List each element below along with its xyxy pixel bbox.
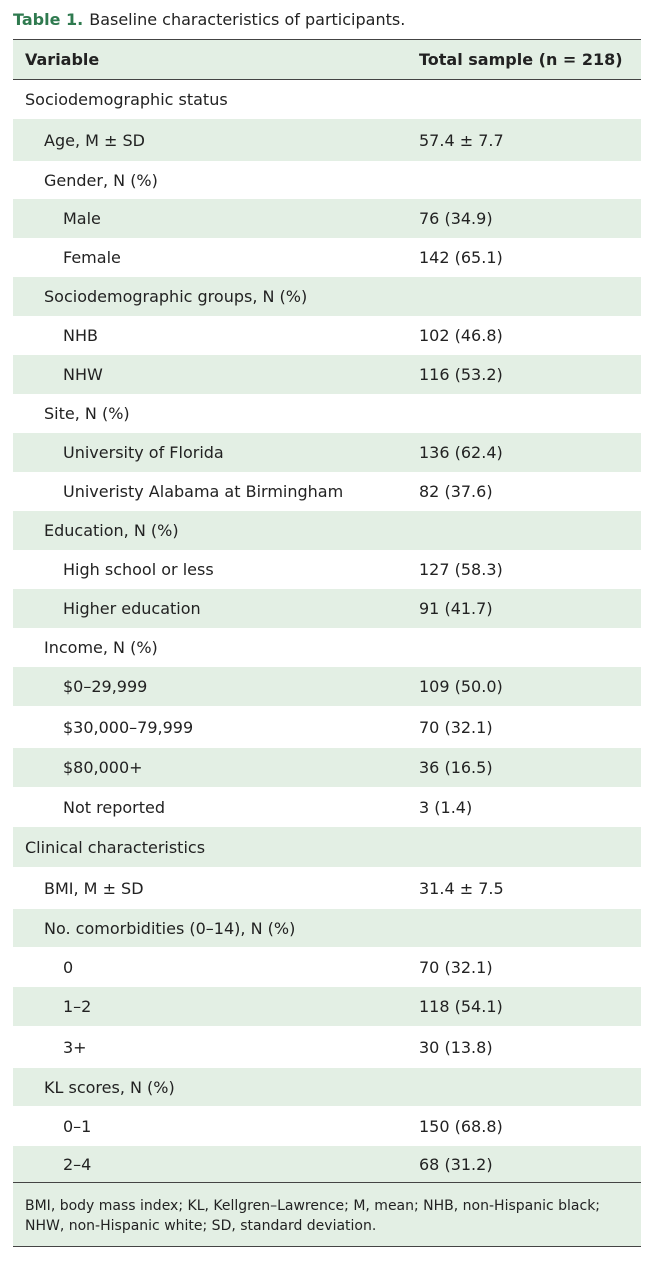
row-total-value: 70 (32.1) [419, 717, 493, 737]
table-row: $0–29,999 109 (50.0) [13, 667, 641, 706]
row-variable-label: 0 [63, 957, 74, 977]
row-total-value: 70 (32.1) [419, 957, 493, 977]
row-total-value: 31.4 ± 7.5 [419, 878, 504, 898]
row-variable-label: Age, M ± SD [44, 130, 145, 150]
row-total-value: 116 (53.2) [419, 365, 503, 384]
table-caption-text: Baseline characteristics of participants… [89, 10, 406, 29]
table-row: Sociodemographic status [13, 80, 641, 119]
table-top-rule [13, 39, 641, 40]
table-row: 2–4 68 (31.2) [13, 1146, 641, 1182]
table-row: Education, N (%) [13, 511, 641, 550]
row-total-value: 91 (41.7) [419, 599, 493, 618]
row-variable-label: Sociodemographic groups, N (%) [44, 287, 308, 306]
table-row: Univeristy Alabama at Birmingham 82 (37.6… [13, 472, 641, 511]
table-header-row: Variable Total sample (n = 218) [13, 40, 641, 80]
header-total-sample: Total sample (n = 218) [419, 50, 623, 69]
table-row: NHB 102 (46.8) [13, 316, 641, 355]
header-variable: Variable [25, 50, 100, 69]
table-bottom-rule [13, 1182, 641, 1183]
row-variable-label: Female [63, 248, 121, 267]
row-variable-label: Not reported [63, 797, 165, 817]
row-total-value: 82 (37.6) [419, 482, 493, 501]
table-row: KL scores, N (%) [13, 1068, 641, 1106]
row-total-value: 3 (1.4) [419, 797, 473, 817]
table-footnote: BMI, body mass index; KL, Kellgren–Lawre… [13, 1183, 641, 1246]
row-variable-label: 0–1 [63, 1116, 92, 1136]
table-row: University of Florida 136 (62.4) [13, 433, 641, 472]
table-row: 0 70 (32.1) [13, 947, 641, 987]
row-variable-label: KL scores, N (%) [44, 1077, 175, 1097]
row-variable-label: 1–2 [63, 997, 92, 1016]
table-row: NHW 116 (53.2) [13, 355, 641, 394]
row-total-value: 68 (31.2) [419, 1154, 493, 1174]
table-row: High school or less 127 (58.3) [13, 550, 641, 589]
table-caption: Table 1. Baseline characteristics of part… [13, 8, 405, 32]
row-variable-label: University of Florida [63, 443, 224, 462]
row-total-value: 127 (58.3) [419, 560, 503, 579]
table-row: 0–1 150 (68.8) [13, 1106, 641, 1146]
row-variable-label: No. comorbidities (0–14), N (%) [44, 918, 296, 938]
row-variable-label: NHB [63, 326, 98, 345]
row-variable-label: High school or less [63, 560, 214, 579]
row-total-value: 102 (46.8) [419, 326, 503, 345]
row-total-value: 142 (65.1) [419, 248, 503, 267]
table-row: Site, N (%) [13, 394, 641, 433]
table-row: Age, M ± SD 57.4 ± 7.7 [13, 119, 641, 161]
table-row: Male 76 (34.9) [13, 199, 641, 238]
table-row: Clinical characteristics [13, 827, 641, 867]
row-variable-label: 2–4 [63, 1154, 92, 1174]
row-total-value: 57.4 ± 7.7 [419, 130, 504, 150]
table-row: BMI, M ± SD 31.4 ± 7.5 [13, 867, 641, 909]
table-row: 3+ 30 (13.8) [13, 1026, 641, 1068]
row-variable-label: $0–29,999 [63, 677, 148, 696]
row-total-value: 150 (68.8) [419, 1116, 503, 1136]
row-variable-label: NHW [63, 365, 103, 384]
row-variable-label: Clinical characteristics [25, 837, 206, 857]
row-variable-label: Income, N (%) [44, 638, 158, 657]
table-row: $80,000+ 36 (16.5) [13, 748, 641, 787]
row-variable-label: $30,000–79,999 [63, 717, 194, 737]
row-total-value: 76 (34.9) [419, 209, 493, 228]
table-row: $30,000–79,999 70 (32.1) [13, 706, 641, 748]
table-row: No. comorbidities (0–14), N (%) [13, 909, 641, 947]
table-row: Higher education 91 (41.7) [13, 589, 641, 628]
table-row: Female 142 (65.1) [13, 238, 641, 277]
row-total-value: 36 (16.5) [419, 758, 493, 777]
row-variable-label: 3+ [63, 1037, 87, 1057]
baseline-characteristics-table: Variable Total sample (n = 218) Sociodem… [13, 39, 641, 1247]
row-variable-label: Univeristy Alabama at Birmingham [63, 482, 344, 501]
row-variable-label: Higher education [63, 599, 201, 618]
row-total-value: 136 (62.4) [419, 443, 503, 462]
table-row: Income, N (%) [13, 628, 641, 667]
row-total-value: 109 (50.0) [419, 677, 503, 696]
footnote-bottom-rule [13, 1246, 641, 1247]
row-variable-label: $80,000+ [63, 758, 143, 777]
row-total-value: 118 (54.1) [419, 997, 503, 1016]
row-variable-label: Education, N (%) [44, 521, 179, 540]
table-row: Sociodemographic groups, N (%) [13, 277, 641, 316]
row-variable-label: Male [63, 209, 101, 228]
row-variable-label: BMI, M ± SD [44, 878, 144, 898]
table-row: 1–2 118 (54.1) [13, 987, 641, 1026]
row-variable-label: Site, N (%) [44, 404, 130, 423]
row-variable-label: Gender, N (%) [44, 170, 158, 190]
row-variable-label: Sociodemographic status [25, 90, 228, 109]
table-row: Gender, N (%) [13, 161, 641, 199]
row-total-value: 30 (13.8) [419, 1037, 493, 1057]
table-body: Sociodemographic status Age, M ± SD 57.4 ±… [13, 80, 641, 1182]
table-caption-label: Table 1. [13, 10, 84, 29]
table-row: Not reported 3 (1.4) [13, 787, 641, 827]
